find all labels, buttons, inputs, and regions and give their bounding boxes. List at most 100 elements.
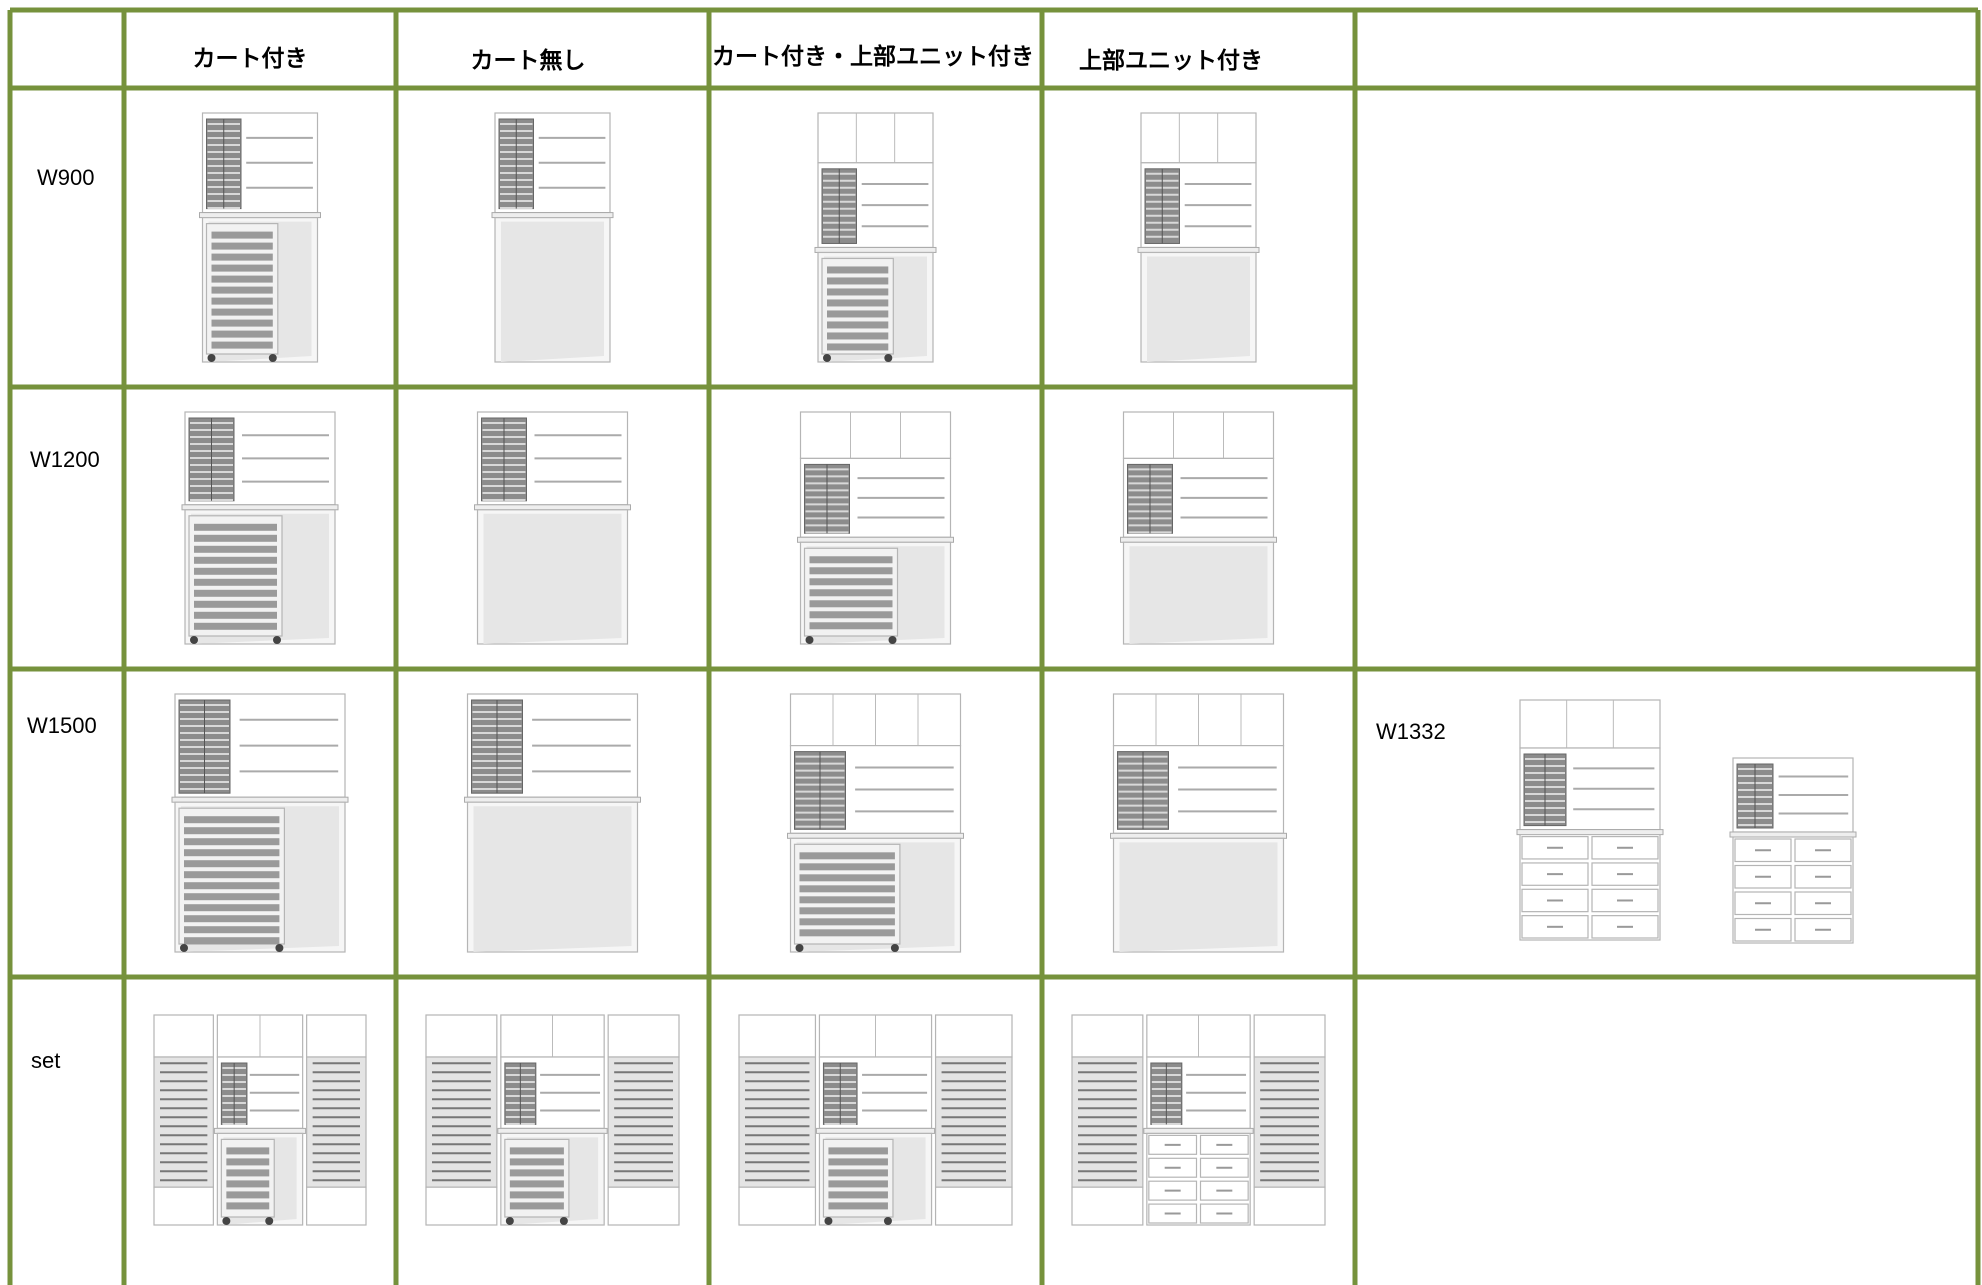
inner-wall xyxy=(473,806,632,952)
inner-wall xyxy=(483,513,622,644)
cart-drawer xyxy=(828,1180,888,1188)
panel xyxy=(1253,1056,1326,1188)
panel xyxy=(607,1014,680,1058)
cart-drawer xyxy=(799,907,895,915)
table-grid xyxy=(7,7,1981,1285)
cart-drawer xyxy=(194,578,277,586)
cart-drawer xyxy=(509,1180,564,1188)
counter xyxy=(199,212,321,219)
cart-drawer xyxy=(211,286,273,294)
panel xyxy=(153,1186,214,1226)
cart-drawer xyxy=(226,1202,270,1210)
wheel xyxy=(207,354,216,362)
panel xyxy=(1519,699,1661,749)
panel xyxy=(1071,1056,1144,1188)
panel xyxy=(153,1056,214,1188)
cart-drawer xyxy=(211,341,273,349)
column-header: カート付き・上部ユニット付き xyxy=(712,43,1034,70)
column-header: カート付き xyxy=(193,46,308,72)
cart-drawer xyxy=(184,915,280,923)
panel xyxy=(934,1014,1013,1058)
cart-drawer xyxy=(226,1191,270,1199)
counter xyxy=(491,212,614,219)
panel xyxy=(306,1056,367,1188)
column-header: 上部ユニット付き xyxy=(1079,47,1263,74)
row-label: W1200 xyxy=(30,447,100,472)
cart-drawer xyxy=(194,589,277,597)
wheel xyxy=(265,1217,274,1225)
counter xyxy=(1137,246,1260,253)
counter xyxy=(797,536,954,543)
counter xyxy=(787,832,964,839)
cart-drawer xyxy=(184,893,280,901)
panel xyxy=(738,1014,817,1058)
cart-drawer xyxy=(226,1158,270,1166)
panel xyxy=(1071,1014,1144,1058)
cart-drawer xyxy=(827,310,889,318)
cart-drawer xyxy=(184,827,280,835)
wheel xyxy=(559,1217,568,1225)
wheel xyxy=(222,1217,231,1225)
cart-drawer xyxy=(194,611,277,619)
cart-drawer xyxy=(184,816,280,824)
cart-drawer xyxy=(827,277,889,285)
wheel xyxy=(190,636,198,644)
cart-drawer xyxy=(827,266,889,274)
cart-drawer xyxy=(211,231,273,239)
panel xyxy=(934,1056,1013,1188)
cart-drawer xyxy=(828,1147,888,1155)
cart-drawer xyxy=(194,567,277,575)
panel xyxy=(934,1186,1013,1226)
cart-drawer xyxy=(809,567,893,575)
counter xyxy=(181,504,339,511)
panel xyxy=(306,1014,367,1058)
panel xyxy=(1140,112,1257,164)
counter xyxy=(213,1127,307,1134)
cart-drawer xyxy=(184,937,280,945)
panel xyxy=(799,411,952,460)
cart-drawer xyxy=(799,929,895,937)
panel xyxy=(607,1056,680,1188)
panel xyxy=(793,843,901,945)
wheel xyxy=(883,1217,892,1225)
panel xyxy=(306,1186,367,1226)
counter xyxy=(815,1127,936,1134)
cart-drawer xyxy=(809,589,893,597)
cart-drawer xyxy=(184,926,280,934)
cart-drawer xyxy=(509,1202,564,1210)
cart-drawer xyxy=(827,299,889,307)
cart-drawer xyxy=(194,534,277,542)
cart-drawer xyxy=(211,242,273,250)
cart-drawer xyxy=(211,308,273,316)
cart-drawer xyxy=(509,1169,564,1177)
row-label: W1500 xyxy=(27,713,97,738)
cart-drawer xyxy=(211,275,273,283)
cart-drawer xyxy=(184,882,280,890)
column-header: カート無し xyxy=(471,48,586,74)
cart-drawer xyxy=(827,321,889,329)
wheel xyxy=(273,636,281,644)
cart-drawer xyxy=(226,1147,270,1155)
counter xyxy=(1143,1127,1254,1134)
counter xyxy=(1516,829,1664,836)
cart-drawer xyxy=(194,600,277,608)
cart-drawer xyxy=(194,622,277,630)
wheel xyxy=(824,1217,833,1225)
wheel xyxy=(805,636,814,644)
cart-drawer xyxy=(184,871,280,879)
inner-wall xyxy=(501,221,604,362)
cart-drawer xyxy=(194,545,277,553)
counter xyxy=(497,1127,608,1134)
panel xyxy=(153,1014,214,1058)
wheel xyxy=(890,944,899,952)
illustrations xyxy=(153,112,1857,1226)
counter xyxy=(1110,832,1287,839)
cart-drawer xyxy=(828,1158,888,1166)
cart-drawer xyxy=(799,918,895,926)
row-label: set xyxy=(31,1048,60,1073)
cart-drawer xyxy=(799,896,895,904)
cart-drawer xyxy=(226,1180,270,1188)
wheel xyxy=(180,944,188,952)
counter xyxy=(464,796,641,803)
cart-drawer xyxy=(809,622,893,630)
